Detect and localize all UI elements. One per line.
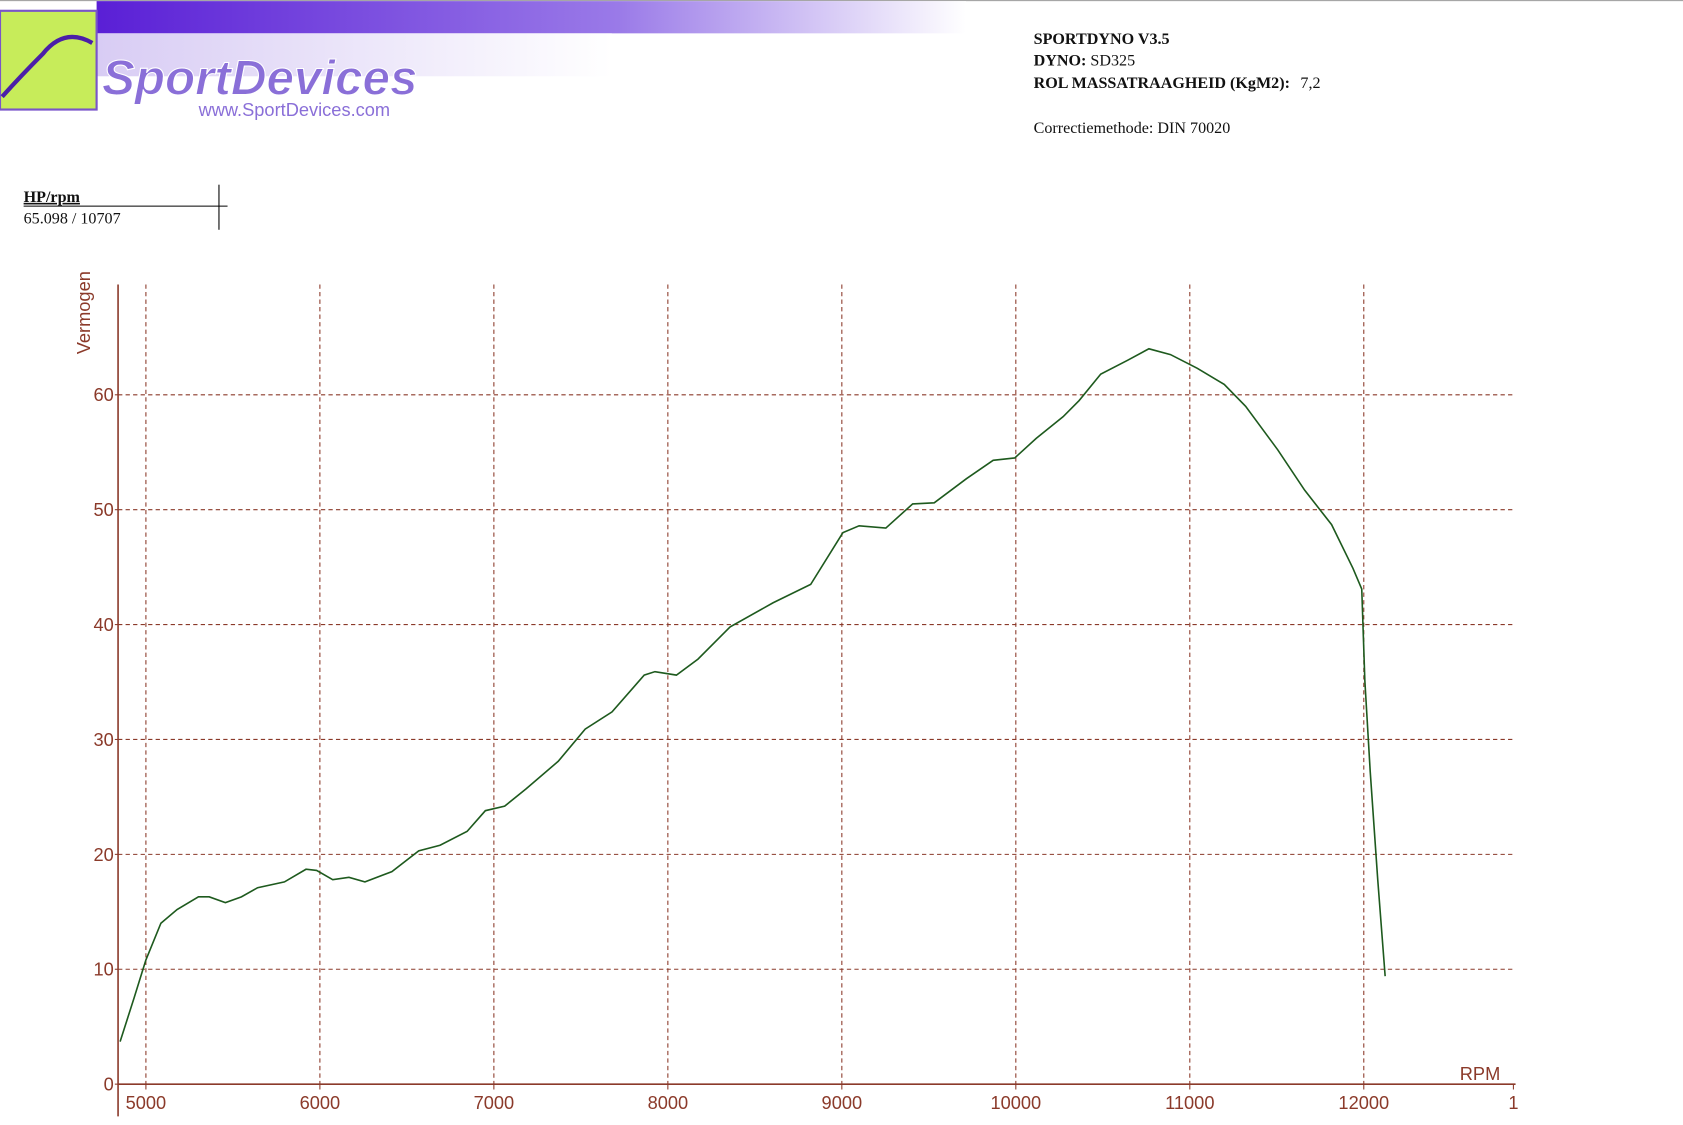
x-axis-label: RPM: [1460, 1063, 1501, 1084]
logo-url: www.SportDevices.com: [198, 99, 391, 120]
line-series: [119, 347, 1386, 1042]
y-tick-label: 0: [104, 1074, 114, 1095]
y-axis-label: Vermogen: [73, 271, 94, 354]
x-tick-label: 7000: [474, 1092, 515, 1113]
y-tick-label: 50: [93, 499, 113, 520]
logo-text: SportDevices: [102, 51, 418, 106]
logo-band: [96, 1, 967, 34]
readout-label: HP/rpm: [24, 189, 81, 206]
inertia-value: 7,2: [1300, 75, 1320, 92]
correction: Correctiemethode: DIN 70020: [1034, 120, 1231, 137]
x-tick-label: 6000: [300, 1092, 341, 1113]
y-tick-label: 60: [93, 384, 113, 405]
product: SPORTDYNO V3.5: [1034, 31, 1170, 48]
x-tick-label: 12000: [1338, 1092, 1389, 1113]
x-tick-label: 11000: [1165, 1092, 1214, 1113]
inertia: ROL MASSATRAAGHEID (KgM2): 7,2: [1034, 75, 1321, 92]
x-tick-label: 8000: [648, 1092, 689, 1113]
x-tick-label: 1: [1508, 1092, 1518, 1113]
dyno: DYNO: SD325: [1034, 53, 1136, 70]
dyno-value: SD325: [1090, 53, 1135, 70]
dyno-label: DYNO:: [1034, 53, 1087, 70]
inertia-label: ROL MASSATRAAGHEID (KgM2):: [1034, 75, 1290, 92]
logo-band: [96, 33, 612, 77]
y-tick-label: 20: [93, 844, 113, 865]
x-tick-label: 9000: [822, 1092, 863, 1113]
logo-icon: [0, 9, 98, 111]
x-tick-label: 5000: [126, 1092, 167, 1113]
y-tick-label: 10: [93, 959, 113, 980]
y-tick-label: 40: [93, 614, 113, 635]
logo-curve: [0, 34, 94, 99]
y-tick-label: 30: [93, 729, 113, 750]
readout-value: 65.098 / 10707: [24, 210, 121, 227]
x-tick-label: 10000: [990, 1092, 1041, 1113]
